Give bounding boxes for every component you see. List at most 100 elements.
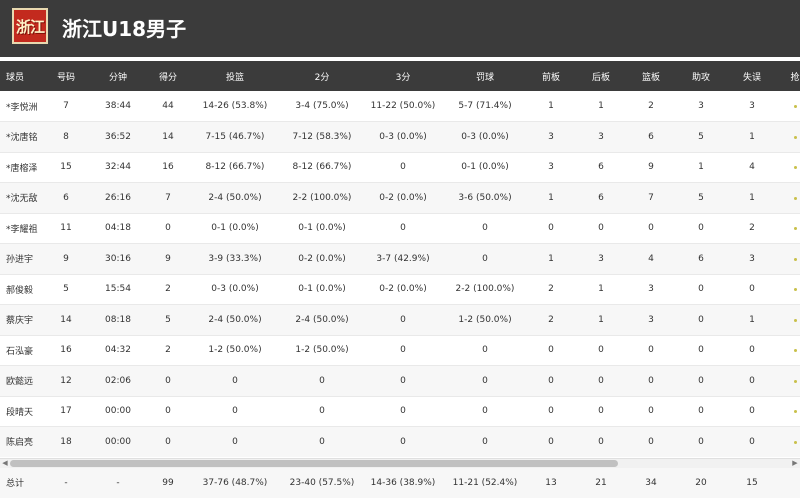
dot-icon <box>793 135 797 139</box>
rebound-cell: 0 <box>648 406 654 417</box>
totals-minutes-cell: - <box>116 477 120 488</box>
two-point-cell: 3-4 (75.0%) <box>295 101 349 111</box>
player-name-cell[interactable]: 石泓豪 <box>6 346 34 357</box>
team-logo-text: 浙江 <box>15 17 45 36</box>
turnover-cell: 0 <box>749 284 755 295</box>
rebound-cell: 0 <box>648 436 654 447</box>
free-throw-cell: 0 <box>482 406 488 417</box>
assist-cell: 0 <box>698 314 704 325</box>
table-row: 孙进宇 9 30:16 9 3-9 (33.3%) 0-2 (0.0%) 3-7 (42.9… <box>0 243 800 274</box>
column-header[interactable]: 后板 <box>591 72 610 83</box>
player-name-cell[interactable]: 郝俊毅 <box>6 285 34 296</box>
turnover-cell: 1 <box>749 314 755 325</box>
offensive-rebound-cell: 0 <box>548 223 554 234</box>
dot-icon <box>793 257 797 261</box>
assist-cell: 6 <box>698 253 704 264</box>
dot-icon <box>793 440 797 444</box>
number-cell: 8 <box>63 131 69 142</box>
fg-cell: 0-1 (0.0%) <box>211 223 259 234</box>
horizontal-scrollbar[interactable]: ◀ ▶ <box>0 458 800 468</box>
steals-cell-indicator <box>778 152 800 183</box>
turnover-cell: 1 <box>749 131 755 142</box>
defensive-rebound-cell: 3 <box>598 131 604 142</box>
defensive-rebound-cell: 1 <box>598 101 604 111</box>
steals-cell-indicator <box>778 183 800 214</box>
steals-cell-indicator <box>778 366 800 397</box>
two-point-cell: 8-12 (66.7%) <box>292 162 352 173</box>
number-cell: 16 <box>60 345 72 356</box>
column-header[interactable]: 抢 <box>790 72 800 83</box>
player-name-cell[interactable]: *李耀祖 <box>6 224 38 235</box>
offensive-rebound-cell: 1 <box>548 101 554 111</box>
table-row: 郝俊毅 5 15:54 2 0-3 (0.0%) 0-1 (0.0%) 0-2 (0.0%)… <box>0 274 800 305</box>
minutes-cell: 00:00 <box>105 436 131 447</box>
turnover-cell: 4 <box>749 162 755 173</box>
column-header[interactable]: 球员 <box>6 72 25 83</box>
column-header[interactable]: 罚球 <box>475 72 494 83</box>
points-cell: 0 <box>165 406 171 417</box>
column-header[interactable]: 篮板 <box>641 72 660 83</box>
column-header[interactable]: 前板 <box>541 72 560 83</box>
player-stats-table-container[interactable]: 球员 号码 分钟 得分 投篮 2分 3分 罚球 前板 后板 篮板 助攻 失误抢 *李悦洲 7 38:44 44… <box>0 61 800 457</box>
column-header[interactable]: 助攻 <box>691 72 710 83</box>
dot-icon <box>793 105 797 108</box>
three-point-cell: 0 <box>400 223 406 234</box>
offensive-rebound-cell: 0 <box>548 375 554 386</box>
player-name-cell[interactable]: 孙进宇 <box>6 255 34 266</box>
three-point-cell: 0 <box>400 345 406 356</box>
three-point-cell: 0 <box>400 314 406 325</box>
offensive-rebound-cell: 0 <box>548 406 554 417</box>
assist-cell: 0 <box>698 406 704 417</box>
player-name-cell[interactable]: 欧懿远 <box>6 377 34 388</box>
assist-cell: 0 <box>698 375 704 386</box>
two-point-cell: 0 <box>319 436 325 447</box>
column-header[interactable]: 分钟 <box>108 72 127 83</box>
free-throw-cell: 3-6 (50.0%) <box>458 192 512 203</box>
column-header[interactable]: 2分 <box>314 72 330 83</box>
scroll-left-arrow-icon[interactable]: ◀ <box>2 459 8 467</box>
dot-icon <box>793 196 797 200</box>
fg-cell: 0 <box>232 375 238 386</box>
player-name-cell[interactable]: 蔡庆宇 <box>6 316 34 327</box>
minutes-cell: 00:00 <box>105 406 131 417</box>
offensive-rebound-cell: 3 <box>548 162 554 173</box>
steals-cell-indicator <box>778 213 800 244</box>
defensive-rebound-cell: 1 <box>598 314 604 325</box>
offensive-rebound-cell: 1 <box>548 253 554 264</box>
scrollbar-thumb[interactable] <box>10 460 618 467</box>
number-cell: 15 <box>60 162 72 173</box>
points-cell: 14 <box>162 131 174 142</box>
number-cell: 18 <box>60 436 72 447</box>
scroll-right-arrow-icon[interactable]: ▶ <box>792 459 798 467</box>
player-name-cell[interactable]: *唐榕泽 <box>6 163 38 174</box>
totals-row: 总计 - - 99 37-76 (48.7%) 23-40 (57.5%) 14-36 (3… <box>0 468 800 498</box>
column-header[interactable]: 投篮 <box>225 72 244 83</box>
free-throw-cell: 0 <box>482 253 488 264</box>
column-header[interactable]: 3分 <box>395 72 411 83</box>
totals-assist-cell: 20 <box>695 477 707 488</box>
fg-cell: 14-26 (53.8%) <box>202 101 268 111</box>
player-name-cell[interactable]: 陈启亮 <box>6 438 34 449</box>
player-stats-table: 球员 号码 分钟 得分 投篮 2分 3分 罚球 前板 后板 篮板 助攻 失误抢 *李悦洲 7 38:44 44… <box>0 61 800 457</box>
column-header[interactable]: 号码 <box>56 72 75 83</box>
number-cell: 7 <box>63 101 69 111</box>
player-name-cell[interactable]: 段晴天 <box>6 407 34 418</box>
column-header[interactable]: 得分 <box>158 72 177 83</box>
points-cell: 44 <box>162 101 174 111</box>
column-header[interactable]: 失误 <box>742 72 761 83</box>
dot-icon <box>793 379 797 383</box>
steals-cell-indicator <box>778 427 800 458</box>
player-name-cell[interactable]: *李悦洲 <box>6 102 38 113</box>
defensive-rebound-cell: 0 <box>598 436 604 447</box>
points-cell: 16 <box>162 162 174 173</box>
player-name-cell[interactable]: *沈唐铭 <box>6 133 38 144</box>
turnover-cell: 3 <box>749 253 755 264</box>
totals-two-point-cell: 23-40 (57.5%) <box>289 477 355 488</box>
table-row: *沈唐铭 8 36:52 14 7-15 (46.7%) 7-12 (58.3%) 0-3 … <box>0 121 800 152</box>
totals-steals-cell <box>778 468 800 498</box>
assist-cell: 0 <box>698 436 704 447</box>
three-point-cell: 0 <box>400 406 406 417</box>
player-name-cell[interactable]: *沈无敌 <box>6 194 38 205</box>
offensive-rebound-cell: 3 <box>548 131 554 142</box>
fg-cell: 7-15 (46.7%) <box>205 131 265 142</box>
